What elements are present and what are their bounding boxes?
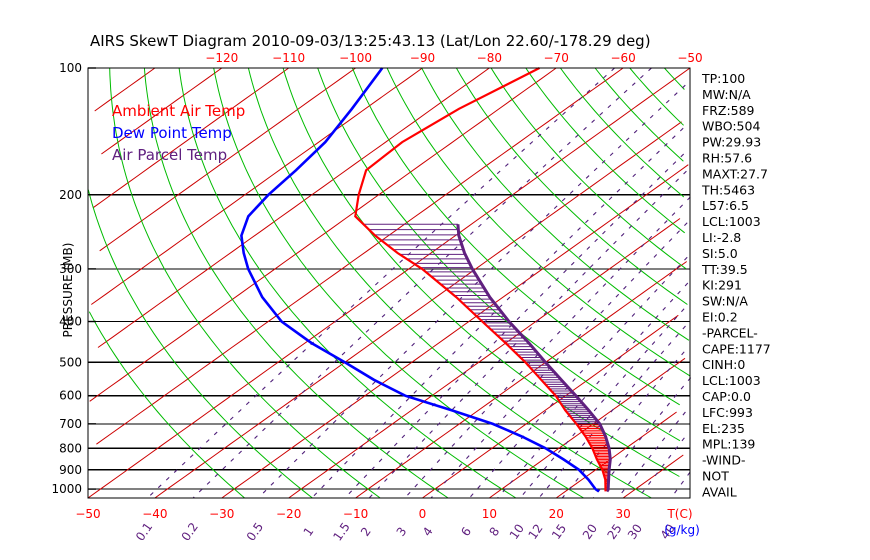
stat-line: NOT [702,469,729,484]
tick-label: 500 [59,355,82,369]
stat-line: KI:291 [702,278,742,293]
stat-line: EI:0.2 [702,310,738,325]
stat-line: LCL:1003 [702,214,761,229]
data-curves-layer [240,67,612,493]
grid-layer [87,67,692,499]
stat-line: L57:6.5 [702,198,749,213]
tick-label: 900 [59,463,82,477]
tick-label: 200 [59,188,82,202]
x-axis-label-temp: T(C) [666,507,692,521]
stat-line: -PARCEL- [702,325,758,340]
page-title: AIRS SkewT Diagram 2010-09-03/13:25:43.1… [90,32,651,50]
stat-line: SI:5.0 [702,246,738,261]
tick-label: −30 [209,507,234,521]
stat-line: AVAIL [702,484,737,499]
tick-label: −50 [75,507,100,521]
stat-line: LCL:1003 [702,373,761,388]
legend-item-1: Ambient Air Temp [112,102,245,120]
legend-item-3: Air Parcel Temp [112,146,227,164]
stat-line: CINH:0 [702,357,745,372]
tick-label: 700 [59,417,82,431]
legend: Ambient Air Temp Dew Point Temp Air Parcel… [112,102,245,164]
stat-line: LI:-2.8 [702,230,741,245]
tick-label: 100 [59,61,82,75]
stat-line: WBO:504 [702,119,760,134]
tick-label: 600 [59,389,82,403]
tick-label: 300 [59,262,82,276]
stat-line: TT:39.5 [701,262,748,277]
stats-panel: TP:100MW:N/AFRZ:589WBO:504PW:29.93RH:57.… [701,71,771,499]
tick-label: −10 [343,507,368,521]
stat-line: TH:5463 [701,182,755,197]
tick-label: −20 [276,507,301,521]
tick-label: −80 [477,51,502,65]
tick-label: −50 [677,51,702,65]
stat-line: MPL:139 [702,437,755,452]
stat-line: EL:235 [702,421,745,436]
stat-line: -WIND- [702,453,746,468]
tick-label: −60 [610,51,635,65]
tick-label: −100 [339,51,372,65]
stat-line: TP:100 [701,71,745,86]
stat-line: CAP:0.0 [702,389,751,404]
tick-label: 10 [482,507,497,521]
legend-item-2: Dew Point Temp [112,124,232,142]
tick-label: −90 [410,51,435,65]
tick-label: 20 [549,507,564,521]
stat-line: PW:29.93 [702,135,761,150]
stat-line: SW:N/A [702,294,748,309]
stat-line: MAXT:27.7 [702,166,768,181]
plot-frame [87,67,691,499]
x-axis-label-mixing: (g/kg) [664,523,700,537]
tick-label: −40 [142,507,167,521]
stat-line: RH:57.6 [702,151,752,166]
tick-label: −110 [272,51,305,65]
tick-label: 1000 [51,482,82,496]
stat-line: LFC:993 [702,405,753,420]
tick-label: 800 [59,441,82,455]
stat-line: MW:N/A [702,87,751,102]
tick-label: 0 [419,507,427,521]
stat-line: FRZ:589 [702,103,755,118]
tick-label: −120 [205,51,238,65]
tick-label: 400 [59,315,82,329]
stat-line: CAPE:1177 [702,341,771,356]
y-axis-label: PRESSURE (MB) [61,243,75,338]
tick-label: 30 [615,507,630,521]
tick-label: −70 [544,51,569,65]
